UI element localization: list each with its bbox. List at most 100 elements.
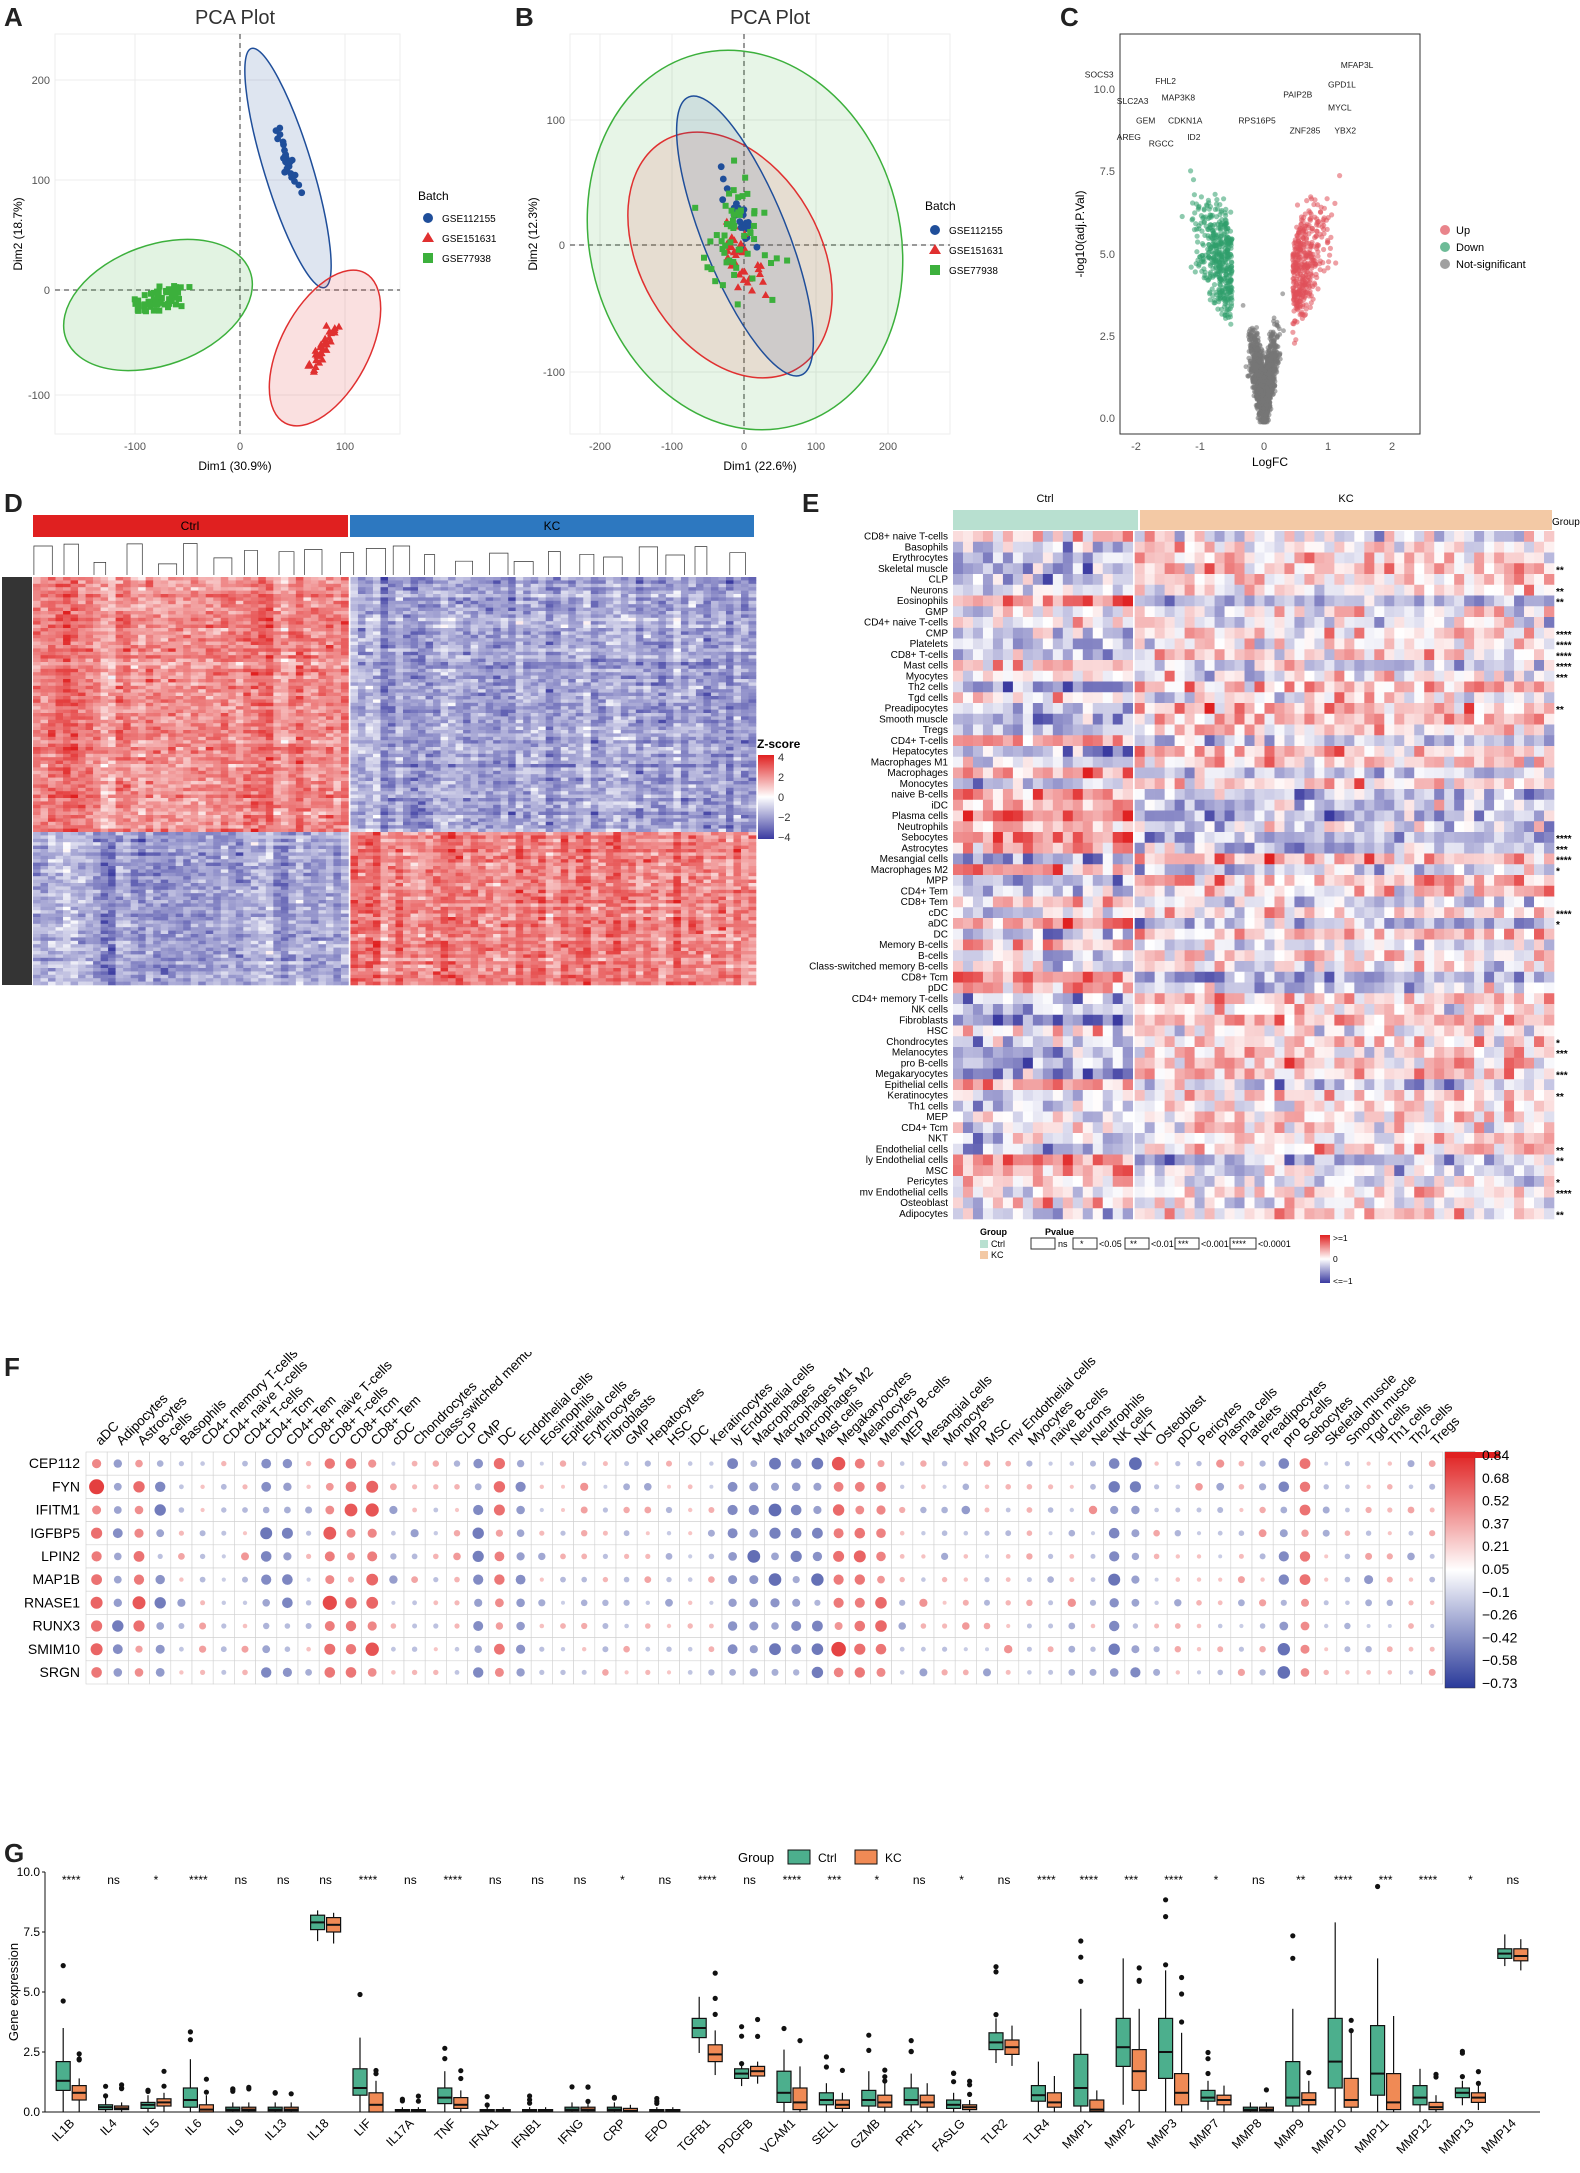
- heatmap-d-cell: [48, 655, 56, 659]
- heatmap-d-cell: [33, 590, 41, 595]
- pca-a-point: [280, 154, 287, 162]
- volcano-point: [1264, 410, 1270, 416]
- heatmap-d-cell: [387, 641, 396, 646]
- heatmap-d-cell: [85, 645, 94, 649]
- heatmap-d-cell: [590, 628, 599, 632]
- heatmap-d-cell: [145, 597, 154, 602]
- heatmap-d-cell: [485, 607, 494, 612]
- heatmap-d-cell: [100, 587, 109, 591]
- heatmap-d-cell: [130, 641, 139, 646]
- heatmap-d-cell: [250, 614, 259, 619]
- heatmap-d-cell: [123, 641, 131, 646]
- heatmap-d-cell: [250, 600, 259, 605]
- heatmap-d-cell: [650, 577, 659, 581]
- heatmap-d-cell: [318, 651, 327, 656]
- heatmap-d-cell: [665, 587, 674, 591]
- heatmap-d-cell: [665, 648, 674, 653]
- heatmap-d-cell: [265, 648, 274, 653]
- heatmap-d-cell: [130, 597, 139, 602]
- volcano-point: [1303, 306, 1309, 312]
- volcano-point: [1273, 352, 1279, 357]
- volcano-point: [1261, 406, 1266, 411]
- heatmap-d-cell: [718, 614, 727, 619]
- heatmap-d-cell: [545, 597, 554, 602]
- heatmap-d-cell: [63, 624, 71, 629]
- volcano-point: [1314, 202, 1321, 208]
- heatmap-d-cell: [635, 607, 644, 612]
- heatmap-d-cell: [123, 645, 131, 649]
- pca-b-point: [721, 249, 728, 256]
- pca-a-point: [321, 334, 330, 342]
- heatmap-d-cell: [130, 631, 139, 636]
- volcano-point: [1223, 217, 1229, 223]
- heatmap-d-cell: [538, 614, 547, 619]
- heatmap-d-cell: [418, 580, 426, 585]
- volcano-point: [1271, 375, 1276, 381]
- heatmap-d-cell: [295, 614, 304, 619]
- volcano-point: [1300, 235, 1306, 241]
- volcano-point: [1211, 230, 1217, 236]
- heatmap-d-cell: [175, 651, 184, 656]
- heatmap-d-cell: [703, 594, 712, 598]
- heatmap-d-cell: [235, 587, 244, 591]
- heatmap-d-cell: [258, 611, 267, 615]
- heatmap-d-cell: [350, 631, 359, 636]
- heatmap-d-cell: [440, 600, 449, 605]
- volcano-point: [1337, 173, 1343, 179]
- pca-b-point: [734, 301, 741, 308]
- heatmap-d-cell: [183, 638, 192, 642]
- heatmap-d-cell: [628, 600, 637, 605]
- heatmap-d-cell: [673, 590, 682, 595]
- heatmap-d-cell: [485, 624, 494, 629]
- pca-a-legend-item: GSE112155: [442, 214, 496, 225]
- heatmap-d-cell: [508, 641, 516, 646]
- heatmap-d-cell: [748, 638, 757, 642]
- pca-a-point: [330, 324, 339, 332]
- heatmap-d-cell: [703, 648, 712, 653]
- heatmap-d-cell: [168, 583, 176, 588]
- heatmap-d-cell: [523, 583, 531, 588]
- volcano-point: [1190, 177, 1197, 183]
- volcano-point: [1294, 244, 1300, 250]
- heatmap-d-cell: [515, 614, 524, 619]
- heatmap-d-cell: [470, 607, 479, 612]
- heatmap-d-cell: [273, 614, 282, 619]
- heatmap-d-cell: [115, 600, 124, 605]
- heatmap-d-cell: [115, 662, 124, 666]
- heatmap-d-cell: [295, 607, 304, 612]
- heatmap-d-cell: [85, 638, 94, 642]
- heatmap-d-cell: [303, 648, 312, 653]
- heatmap-d-cell: [265, 651, 274, 656]
- heatmap-d-cell: [695, 587, 704, 591]
- heatmap-d-cell: [205, 648, 214, 653]
- heatmap-d-cell: [198, 648, 207, 653]
- heatmap-d-cell: [160, 614, 169, 619]
- heatmap-d-cell: [740, 617, 749, 622]
- volcano-point: [1326, 259, 1332, 265]
- pca-b-point: [729, 217, 736, 224]
- heatmap-d-cell: [48, 611, 56, 615]
- heatmap-d-cell: [425, 634, 434, 639]
- heatmap-d-cell: [78, 624, 86, 629]
- heatmap-d-cell: [403, 597, 411, 602]
- heatmap-d-cell: [48, 587, 56, 591]
- heatmap-d-cell: [553, 597, 562, 602]
- heatmap-d-cell: [40, 577, 49, 581]
- heatmap-d-cell: [190, 594, 199, 598]
- volcano-point: [1275, 360, 1281, 365]
- heatmap-d-cell: [410, 604, 419, 608]
- heatmap-d-cell: [485, 662, 494, 666]
- heatmap-d-cell: [568, 624, 577, 629]
- heatmap-d-cell: [433, 631, 441, 636]
- heatmap-d-cell: [265, 580, 274, 585]
- heatmap-d-cell: [93, 662, 101, 666]
- heatmap-d-cell: [695, 577, 704, 581]
- heatmap-d-cell: [93, 624, 101, 629]
- heatmap-d-cell: [733, 583, 742, 588]
- heatmap-d-cell: [538, 651, 547, 656]
- pca-b-point: [719, 175, 727, 183]
- heatmap-d-cell: [643, 587, 652, 591]
- volcano-point: [1207, 291, 1213, 297]
- heatmap-d-cell: [643, 655, 652, 659]
- pca-b-legend-title: Batch: [925, 199, 956, 213]
